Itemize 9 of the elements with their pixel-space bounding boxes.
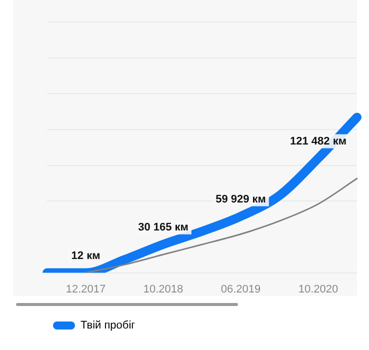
data-label: 59 929 км	[216, 193, 266, 206]
data-label: 12 км	[71, 250, 100, 262]
x-tick-label: 10.2020	[298, 283, 338, 296]
legend-label: Твій пробіг	[80, 320, 136, 332]
x-tick-label: 12.2017	[66, 283, 106, 296]
data-label: 30 165 км	[138, 221, 188, 234]
data-label: 121 482 км	[290, 135, 346, 148]
x-tick-label: 10.2018	[143, 283, 184, 296]
x-tick-label: 06.2019	[220, 283, 261, 296]
